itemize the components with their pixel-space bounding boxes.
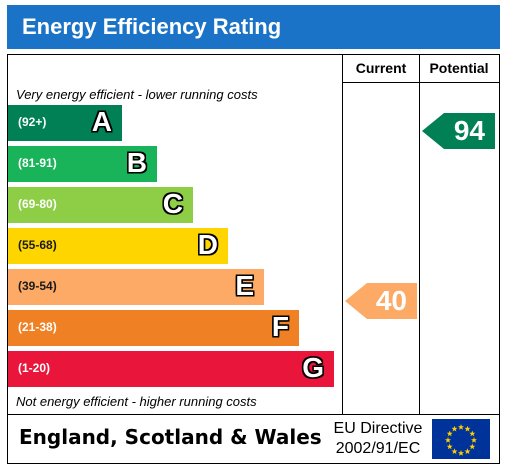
band-range: (92+) [18, 115, 47, 129]
column-header-potential: Potential [429, 60, 489, 76]
divider-current [342, 54, 343, 415]
column-header-current: Current [355, 60, 407, 76]
divider-potential [419, 54, 420, 415]
band-range: (55-68) [18, 238, 57, 252]
band-letter: C [162, 188, 183, 219]
chart-title: Energy Efficiency Rating [22, 14, 282, 39]
caption-top: Very energy efficient - lower running co… [16, 87, 258, 102]
band-letter: B [126, 147, 147, 178]
band-range: (1-20) [18, 361, 51, 375]
band-range: (81-91) [18, 156, 57, 170]
band-f: (21-38) F [8, 310, 299, 346]
band-c: (69-80) C [8, 187, 193, 223]
band-letter: D [197, 229, 218, 260]
potential-rating-value: 94 [453, 115, 485, 146]
footer-region: England, Scotland & Wales [19, 425, 322, 449]
band-g: (1-20) G [8, 351, 334, 387]
eu-directive: EU Directive 2002/91/EC [325, 419, 431, 459]
band-d: (55-68) D [8, 228, 228, 264]
band-range: (21-38) [18, 320, 57, 334]
header-divider [342, 82, 499, 83]
band-range: (69-80) [18, 197, 57, 211]
footer [7, 414, 500, 464]
title-bar: Energy Efficiency Rating [7, 5, 500, 49]
band-a: (92+) A [8, 105, 122, 141]
band-letter: F [271, 311, 289, 342]
eu-directive-line1: EU Directive [333, 420, 423, 437]
band-letter: G [302, 352, 324, 383]
band-b: (81-91) B [8, 146, 157, 182]
band-e: (39-54) E [8, 269, 264, 305]
current-rating-value: 40 [375, 285, 407, 316]
eu-directive-line2: 2002/91/EC [335, 440, 421, 457]
rating-frame [7, 54, 500, 415]
band-letter: E [235, 270, 254, 301]
eu-flag-icon [432, 419, 490, 459]
eu-stars-icon [445, 424, 477, 456]
band-letter: A [91, 106, 112, 137]
caption-bottom: Not energy efficient - higher running co… [16, 394, 257, 409]
band-range: (39-54) [18, 279, 57, 293]
